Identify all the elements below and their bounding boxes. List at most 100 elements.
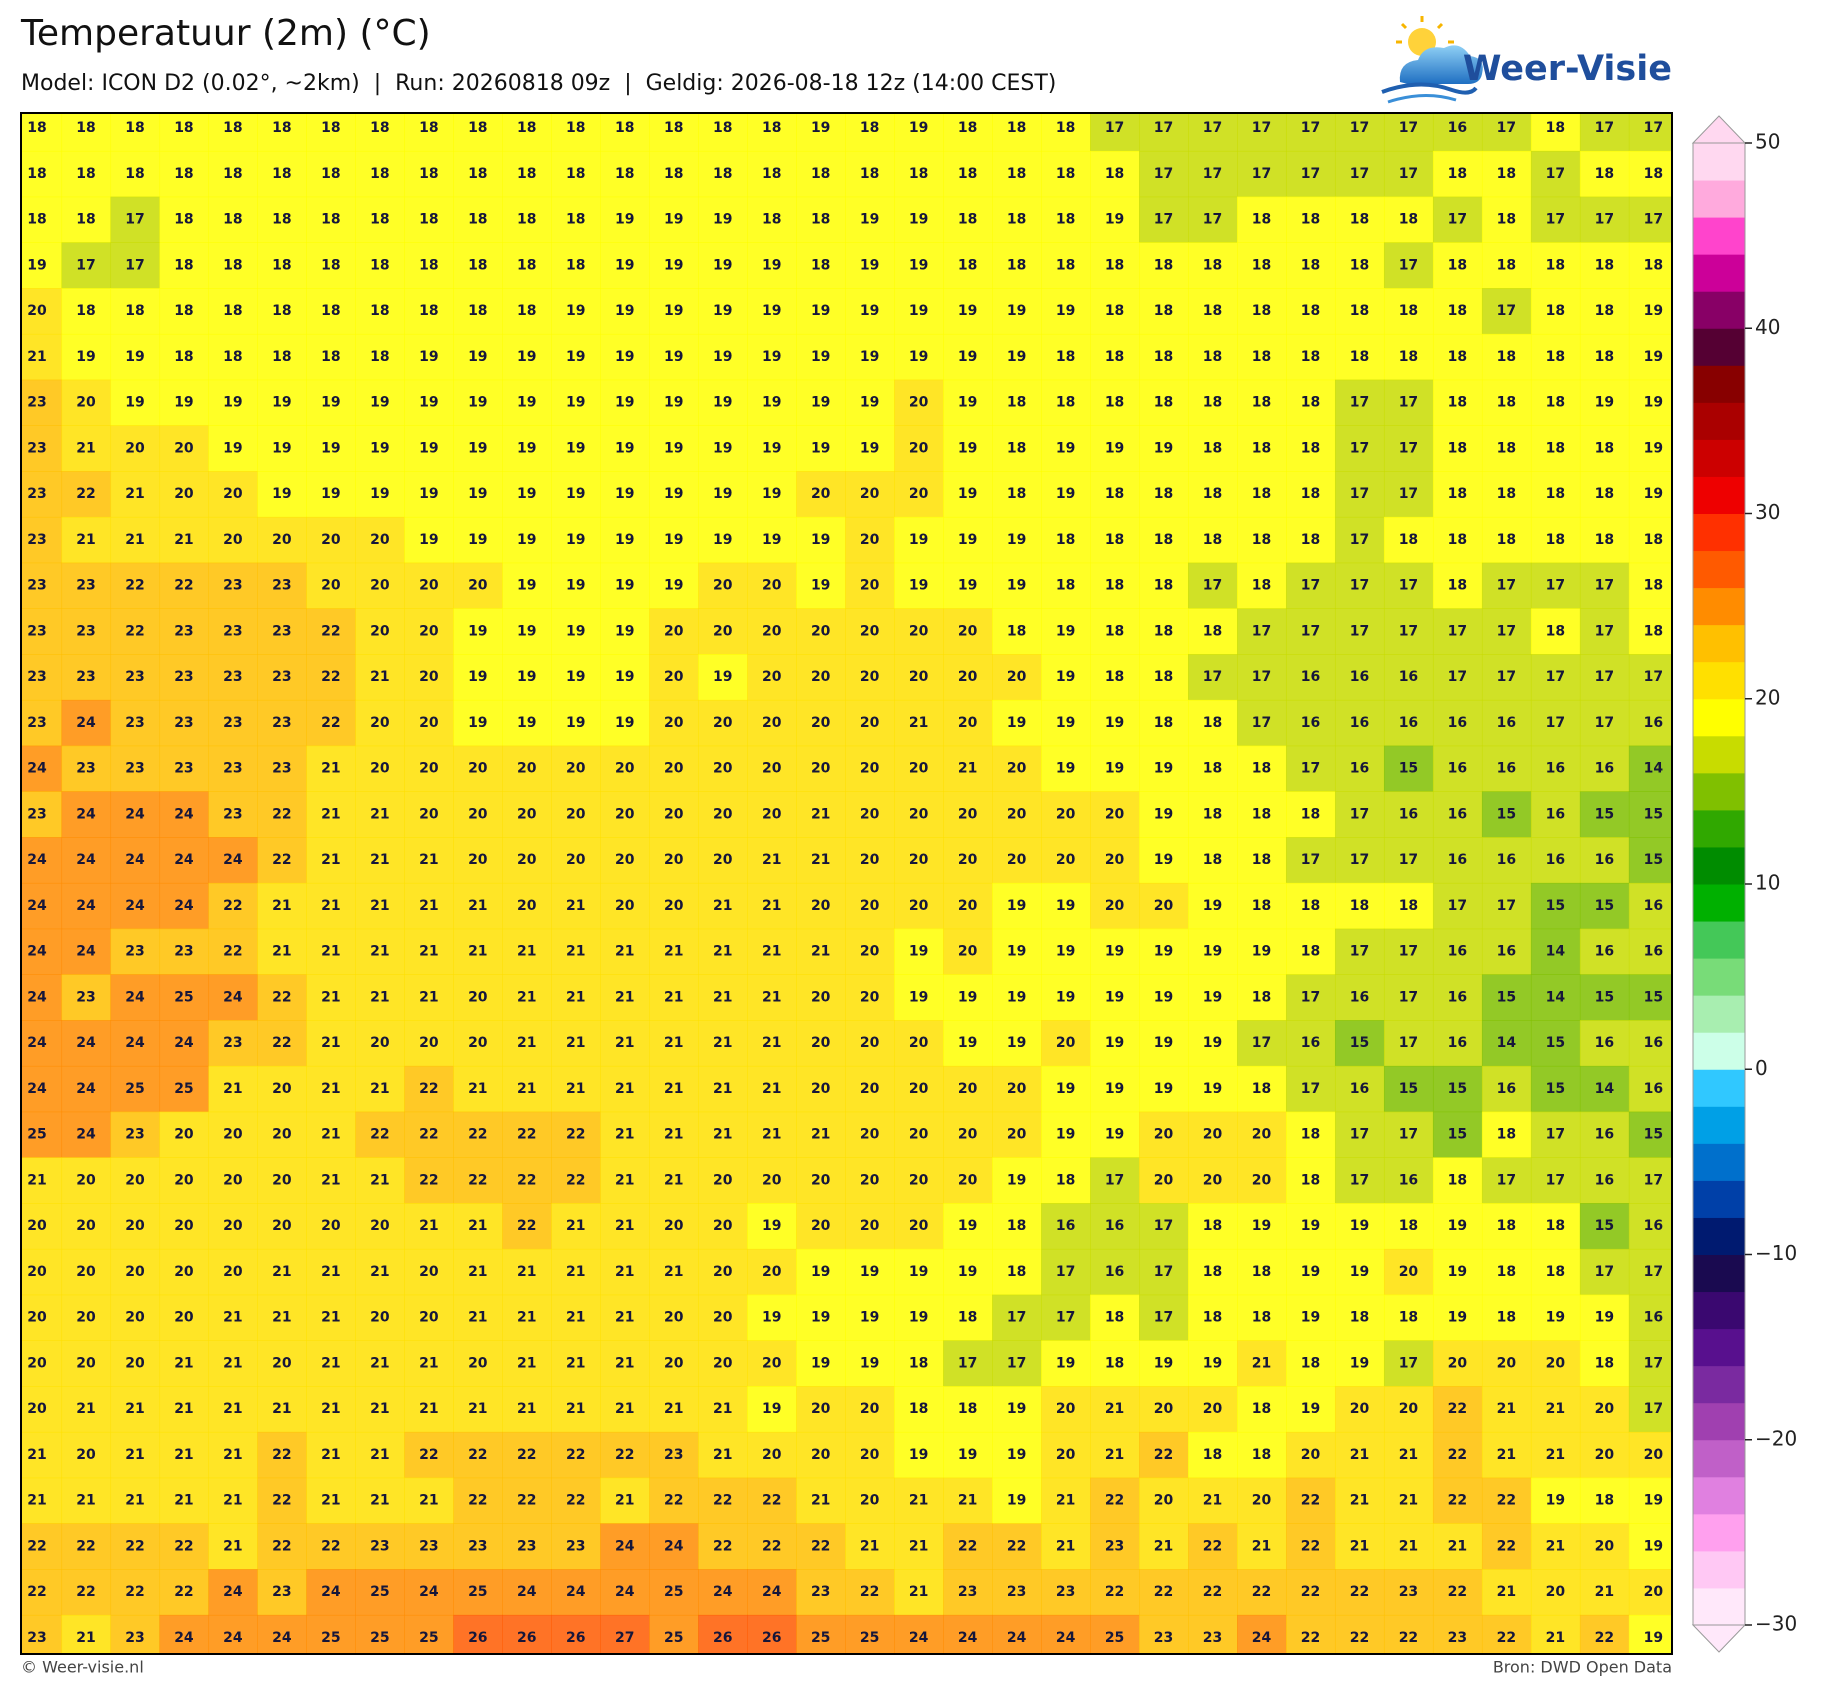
temperature-cell xyxy=(649,837,699,884)
temperature-cell xyxy=(1530,974,1581,1021)
temperature-cell xyxy=(502,1477,552,1524)
temperature-cell xyxy=(747,1523,797,1570)
temperature-cell xyxy=(698,1065,748,1113)
temperature-value: 18 xyxy=(272,257,291,273)
temperature-value: 20 xyxy=(468,1035,488,1051)
temperature-value: 21 xyxy=(370,1493,389,1509)
temperature-value: 23 xyxy=(76,669,95,685)
temperature-value: 17 xyxy=(1154,1218,1173,1234)
temperature-value: 20 xyxy=(860,669,880,685)
temperature-cell xyxy=(1188,974,1238,1021)
temperature-value: 23 xyxy=(125,715,144,731)
temperature-value: 19 xyxy=(958,349,977,365)
temperature-value: 21 xyxy=(909,715,928,731)
temperature-value: 19 xyxy=(223,440,242,456)
temperature-value: 17 xyxy=(1350,486,1369,502)
temperature-cell xyxy=(796,654,846,701)
temperature-cell xyxy=(1090,562,1140,609)
temperature-value: 21 xyxy=(125,532,144,548)
temperature-cell xyxy=(943,837,993,884)
temperature-cell xyxy=(992,882,1042,930)
temperature-value: 22 xyxy=(272,1538,291,1554)
colorbar-band xyxy=(1693,1180,1745,1218)
temperature-value: 19 xyxy=(517,440,536,456)
temperature-value: 20 xyxy=(223,1127,243,1143)
temperature-cell xyxy=(1579,1294,1630,1341)
temperature-cell xyxy=(943,288,993,335)
temperature-cell xyxy=(453,1020,503,1067)
temperature-value: 20 xyxy=(1154,1172,1174,1188)
temperature-value: 14 xyxy=(1644,761,1664,777)
temperature-value: 19 xyxy=(370,440,389,456)
temperature-cell xyxy=(845,196,895,243)
colorbar-band xyxy=(1693,1328,1745,1367)
temperature-value: 20 xyxy=(125,1218,145,1234)
temperature-value: 21 xyxy=(566,1218,585,1234)
temperature-cell xyxy=(1530,882,1581,930)
temperature-value: 18 xyxy=(1105,623,1124,639)
temperature-value: 18 xyxy=(174,166,193,182)
temperature-cell xyxy=(1628,562,1672,609)
temperature-cell xyxy=(845,745,895,792)
temperature-cell xyxy=(110,745,161,792)
temperature-cell xyxy=(159,1614,210,1654)
temperature-value: 21 xyxy=(664,989,683,1005)
temperature-cell xyxy=(698,791,748,838)
temperature-cell xyxy=(1579,562,1630,609)
temperature-value: 19 xyxy=(566,623,585,639)
temperature-cell xyxy=(355,516,405,564)
temperature-cell xyxy=(306,1614,356,1654)
temperature-value: 18 xyxy=(1105,669,1124,685)
temperature-cell xyxy=(21,608,63,655)
temperature-value: 16 xyxy=(1644,715,1663,731)
temperature-cell xyxy=(943,242,993,289)
temperature-value: 17 xyxy=(1448,669,1467,685)
temperature-cell xyxy=(1041,1157,1091,1204)
temperature-value: 20 xyxy=(1007,1081,1027,1097)
temperature-value: 21 xyxy=(321,1493,340,1509)
temperature-cell xyxy=(747,1248,797,1296)
temperature-cell xyxy=(61,837,112,884)
temperature-cell xyxy=(355,837,405,884)
temperature-cell xyxy=(1530,113,1581,152)
temperature-value: 17 xyxy=(1399,257,1418,273)
temperature-cell xyxy=(1628,242,1672,289)
temperature-cell xyxy=(502,562,552,609)
temperature-value: 23 xyxy=(27,715,46,731)
temperature-value: 24 xyxy=(566,1584,586,1600)
temperature-cell xyxy=(1628,196,1672,243)
temperature-cell xyxy=(796,1248,846,1296)
temperature-value: 20 xyxy=(27,1401,47,1417)
temperature-value: 19 xyxy=(1007,1493,1026,1509)
temperature-cell xyxy=(1432,1157,1483,1204)
temperature-value: 20 xyxy=(1546,1355,1566,1371)
temperature-value: 18 xyxy=(223,303,242,319)
temperature-value: 18 xyxy=(223,120,242,136)
temperature-cell xyxy=(894,1111,944,1158)
temperature-value: 16 xyxy=(1497,1081,1516,1097)
temperature-cell xyxy=(355,150,405,198)
temperature-cell xyxy=(21,974,63,1021)
temperature-value: 17 xyxy=(1301,120,1320,136)
temperature-cell xyxy=(1285,150,1336,198)
temperature-cell xyxy=(1237,379,1287,426)
temperature-cell xyxy=(453,379,503,426)
temperature-value: 19 xyxy=(958,1035,977,1051)
temperature-cell xyxy=(1090,1157,1140,1204)
temperature-cell xyxy=(1432,837,1483,884)
temperature-value: 20 xyxy=(174,1264,194,1280)
colorbar-band xyxy=(1693,143,1745,181)
temperature-cell xyxy=(845,1111,895,1158)
temperature-cell xyxy=(943,928,993,975)
temperature-cell xyxy=(61,745,112,792)
temperature-cell xyxy=(110,1248,161,1296)
temperature-cell xyxy=(1237,425,1287,472)
temperature-cell xyxy=(943,471,993,518)
temperature-cell xyxy=(159,608,210,655)
temperature-cell xyxy=(1628,1386,1672,1433)
temperature-value: 25 xyxy=(664,1630,683,1646)
temperature-cell xyxy=(1432,928,1483,975)
temperature-value: 19 xyxy=(664,303,683,319)
temperature-value: 21 xyxy=(223,1310,242,1326)
temperature-value: 20 xyxy=(76,1355,96,1371)
